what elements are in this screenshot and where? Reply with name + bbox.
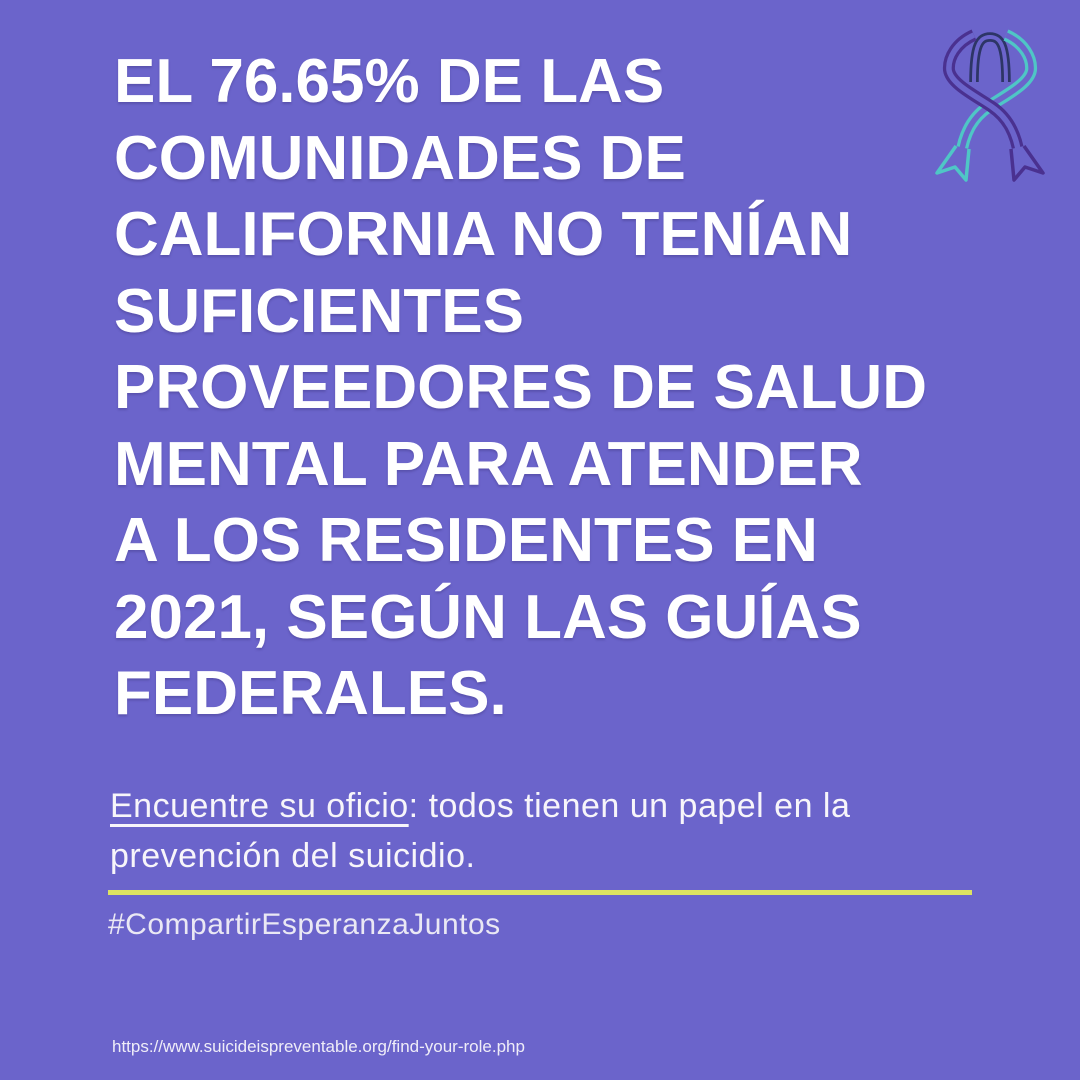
awareness-ribbon-icon: [935, 29, 1045, 182]
headline-line: 2021, SEGÚN LAS GUÍAS: [114, 582, 862, 652]
hashtag-text: #CompartirEsperanzaJuntos: [108, 908, 501, 941]
headline-line: PROVEEDORES DE SALUD: [114, 353, 928, 422]
source-url-text: https://www.suicideispreventable.org/fin…: [112, 1037, 525, 1056]
divider-line: [108, 890, 972, 895]
headline-line: MENTAL PARA ATENDER: [114, 429, 863, 499]
call-to-action-underlined: Encuentre su oficio: [110, 787, 409, 825]
headline-line: CALIFORNIA NO TENÍAN: [114, 200, 853, 269]
headline: EL 76.65% DE LAS COMUNIDADES DE CALIFORN…: [114, 44, 974, 733]
headline-line: FEDERALES.: [114, 659, 507, 728]
headline-line: SUFICIENTES: [114, 276, 524, 346]
call-to-action-text: Encuentre su oficio: todos tienen un pap…: [110, 781, 940, 881]
headline-line: A LOS RESIDENTES EN: [114, 506, 818, 575]
headline-line: EL 76.65% DE LAS: [114, 47, 665, 116]
call-to-action-rest: : todos tienen un papel en la prevención…: [110, 787, 851, 875]
headline-line: COMUNIDADES DE: [114, 123, 686, 193]
